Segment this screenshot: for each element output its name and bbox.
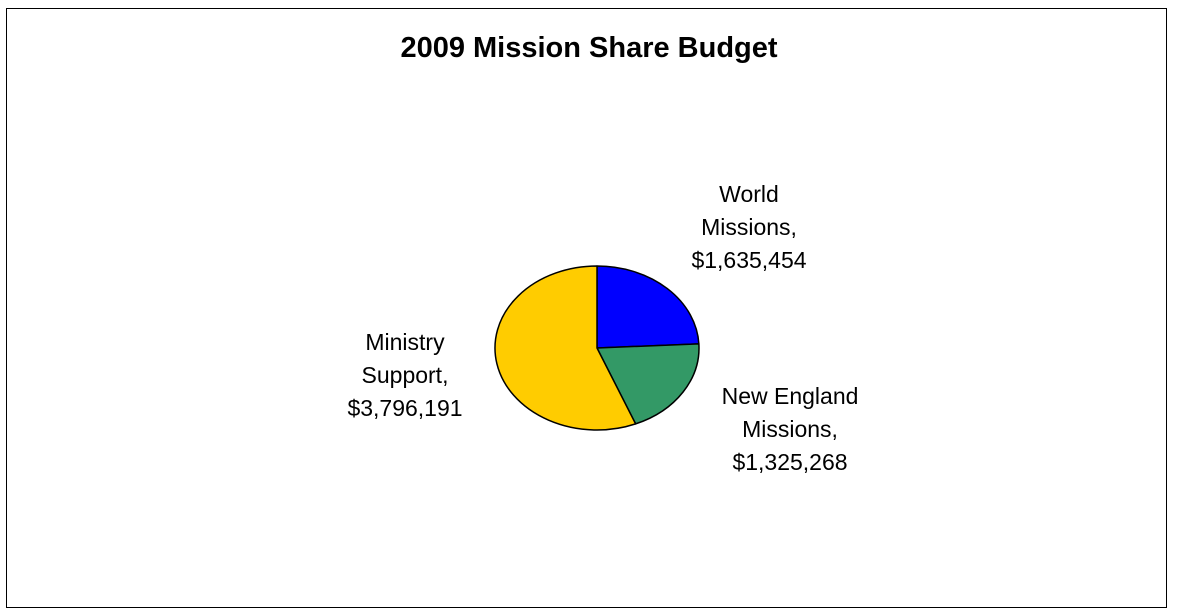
pie-slice-ministry-support (494, 265, 637, 431)
slice-label-line: $3,796,191 (347, 395, 463, 421)
slice-label-new-england-missions: New England Missions, $1,325,268 (690, 380, 890, 479)
pie-slices (494, 265, 700, 431)
slice-label-line: New England (721, 383, 859, 409)
slice-label-line: $1,325,268 (732, 449, 848, 475)
slice-label-line: Missions, (701, 214, 797, 240)
slice-label-line: World (719, 181, 779, 207)
pie-slice-world-missions (596, 265, 700, 349)
slice-label-line: Support, (361, 362, 449, 388)
slice-label-line: Ministry (365, 329, 445, 355)
slice-label-line: $1,635,454 (691, 247, 807, 273)
slice-label-line: Missions, (742, 416, 838, 442)
pie-slice-new-england-missions (596, 343, 700, 425)
slice-label-world-missions: World Missions, $1,635,454 (664, 178, 834, 277)
chart-title: 2009 Mission Share Budget (400, 32, 778, 64)
slice-label-ministry-support: Ministry Support, $3,796,191 (320, 326, 490, 425)
